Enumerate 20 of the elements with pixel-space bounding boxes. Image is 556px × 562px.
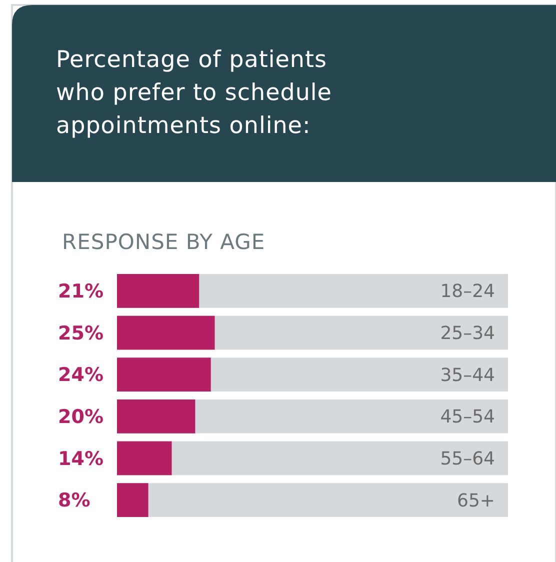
y-tick-label: 25–34 [440, 323, 495, 344]
data-label: 20% [58, 406, 104, 428]
bar [117, 358, 211, 392]
data-label: 24% [58, 364, 104, 386]
y-tick-label: 18–24 [440, 281, 495, 302]
y-tick-label: 65+ [457, 490, 495, 512]
y-tick-label: 35–44 [440, 364, 495, 386]
data-label: 21% [58, 280, 104, 303]
data-label: 14% [58, 448, 104, 470]
bar [117, 399, 196, 434]
data-label: 8% [58, 490, 90, 512]
data-label: 25% [58, 322, 104, 344]
bar [117, 316, 215, 350]
y-tick-label: 55–64 [440, 448, 495, 470]
bar [117, 274, 200, 308]
bar [117, 441, 172, 476]
y-tick-label: 45–54 [440, 406, 495, 428]
chart-title: Percentage of patients who prefer to schedule appointments online: [56, 47, 332, 139]
bar [117, 483, 148, 517]
chart-subtitle: RESPONSE BY AGE [62, 230, 266, 254]
